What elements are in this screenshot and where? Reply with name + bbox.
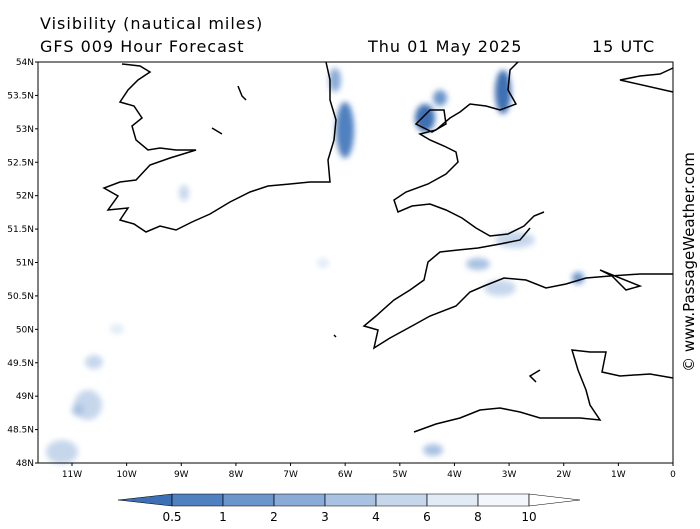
colorbar-segment <box>222 493 275 507</box>
lat-label: 51.5N <box>7 225 34 235</box>
lon-label: 1W <box>611 470 626 480</box>
lon-label: 4W <box>447 470 462 480</box>
colorbar: 0.5 1 2 3 4 6 8 10 <box>117 493 581 524</box>
watermark: © www.PassageWeather.com <box>680 152 698 372</box>
lat-label: 52N <box>16 192 34 202</box>
lat-label: 51N <box>16 259 34 269</box>
visibility-field <box>46 68 584 464</box>
colorbar-label: 0.5 <box>162 510 181 524</box>
colorbar-max <box>528 493 581 507</box>
colorbar-segment <box>171 493 224 507</box>
lon-label: 0 <box>670 470 676 480</box>
title: Visibility (nautical miles) <box>40 14 263 33</box>
lat-label: 53.5N <box>7 91 34 101</box>
lon-label: 5W <box>393 470 408 480</box>
colorbar-segment <box>324 493 377 507</box>
colorbar-segment <box>477 493 530 507</box>
lat-label: 54N <box>16 58 34 68</box>
colorbar-label: 6 <box>423 510 431 524</box>
time: 15 UTC <box>592 37 655 56</box>
lon-label: 3W <box>502 470 517 480</box>
lon-label: 6W <box>338 470 353 480</box>
lat-label: 48N <box>16 459 34 469</box>
lat-label: 49.5N <box>7 359 34 369</box>
lon-label: 7W <box>283 470 298 480</box>
date: Thu 01 May 2025 <box>367 37 522 56</box>
colorbar-label: 3 <box>321 510 329 524</box>
lat-label: 50N <box>16 325 34 335</box>
colorbar-label: 8 <box>474 510 482 524</box>
lon-label: 8W <box>229 470 244 480</box>
colorbar-segment <box>426 493 479 507</box>
lat-label: 48.5N <box>7 426 34 436</box>
colorbar-label: 2 <box>270 510 278 524</box>
subtitle: GFS 009 Hour Forecast <box>40 37 245 56</box>
lat-label: 53N <box>16 125 34 135</box>
colorbar-segment <box>375 493 428 507</box>
map-frame <box>37 61 674 464</box>
lon-label: 2W <box>556 470 571 480</box>
lat-label: 50.5N <box>7 292 34 302</box>
colorbar-label: 4 <box>372 510 380 524</box>
colorbar-min <box>117 493 173 507</box>
colorbar-segment <box>273 493 326 507</box>
lon-label: 11W <box>62 470 82 480</box>
coastlines <box>102 61 674 433</box>
colorbar-label: 10 <box>521 510 536 524</box>
lat-label: 49N <box>16 392 34 402</box>
lat-label: 52.5N <box>7 158 34 168</box>
lon-label: 10W <box>116 470 136 480</box>
colorbar-label: 1 <box>219 510 227 524</box>
lon-label: 9W <box>174 470 189 480</box>
